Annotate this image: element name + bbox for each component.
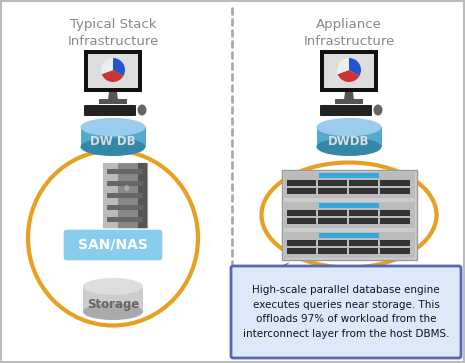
FancyBboxPatch shape [63, 229, 163, 261]
FancyBboxPatch shape [138, 163, 147, 235]
FancyBboxPatch shape [284, 172, 414, 198]
FancyBboxPatch shape [107, 181, 143, 186]
Ellipse shape [317, 118, 381, 136]
Ellipse shape [373, 105, 383, 115]
FancyBboxPatch shape [286, 180, 316, 186]
FancyBboxPatch shape [107, 193, 143, 198]
FancyBboxPatch shape [284, 232, 414, 258]
FancyBboxPatch shape [320, 105, 372, 116]
FancyBboxPatch shape [324, 54, 374, 88]
FancyBboxPatch shape [380, 218, 410, 224]
FancyBboxPatch shape [380, 188, 410, 194]
FancyBboxPatch shape [286, 240, 316, 246]
Ellipse shape [80, 118, 146, 136]
FancyBboxPatch shape [107, 169, 143, 174]
FancyBboxPatch shape [349, 218, 378, 224]
FancyBboxPatch shape [103, 163, 119, 235]
FancyBboxPatch shape [349, 188, 378, 194]
Ellipse shape [83, 278, 143, 295]
Text: SAN/NAS: SAN/NAS [78, 238, 148, 252]
FancyBboxPatch shape [103, 163, 147, 235]
FancyBboxPatch shape [318, 240, 347, 246]
FancyBboxPatch shape [349, 180, 378, 186]
FancyBboxPatch shape [286, 248, 316, 254]
FancyBboxPatch shape [284, 202, 414, 228]
FancyBboxPatch shape [380, 210, 410, 216]
Wedge shape [338, 70, 359, 82]
FancyBboxPatch shape [281, 170, 417, 260]
Ellipse shape [80, 138, 146, 156]
FancyBboxPatch shape [286, 188, 316, 194]
FancyBboxPatch shape [335, 99, 363, 104]
Polygon shape [344, 92, 354, 100]
FancyBboxPatch shape [380, 180, 410, 186]
Wedge shape [102, 70, 123, 82]
Text: Typical Stack
Infrastructure: Typical Stack Infrastructure [67, 18, 159, 48]
Polygon shape [248, 262, 290, 280]
Wedge shape [101, 58, 113, 74]
FancyBboxPatch shape [318, 188, 347, 194]
FancyBboxPatch shape [317, 127, 381, 147]
Text: High-scale parallel database engine
executes queries near storage. This
offloads: High-scale parallel database engine exec… [243, 285, 449, 339]
FancyBboxPatch shape [83, 286, 143, 311]
Ellipse shape [124, 185, 130, 191]
FancyBboxPatch shape [318, 218, 347, 224]
FancyBboxPatch shape [318, 210, 347, 216]
FancyBboxPatch shape [380, 248, 410, 254]
Ellipse shape [83, 303, 143, 320]
Polygon shape [108, 92, 118, 100]
FancyBboxPatch shape [318, 248, 347, 254]
FancyBboxPatch shape [349, 210, 378, 216]
Text: DWDB: DWDB [328, 135, 370, 148]
Ellipse shape [317, 138, 381, 156]
FancyBboxPatch shape [319, 173, 379, 178]
FancyBboxPatch shape [286, 210, 316, 216]
Wedge shape [349, 58, 361, 76]
Text: Appliance
Infrastructure: Appliance Infrastructure [303, 18, 395, 48]
FancyBboxPatch shape [380, 240, 410, 246]
FancyBboxPatch shape [318, 180, 347, 186]
Wedge shape [113, 58, 125, 76]
FancyBboxPatch shape [107, 205, 143, 210]
Ellipse shape [138, 105, 146, 115]
FancyBboxPatch shape [349, 240, 378, 246]
FancyBboxPatch shape [99, 99, 127, 104]
Wedge shape [337, 58, 349, 74]
FancyBboxPatch shape [319, 233, 379, 238]
FancyBboxPatch shape [88, 54, 138, 88]
FancyBboxPatch shape [84, 105, 136, 116]
FancyBboxPatch shape [319, 203, 379, 208]
FancyBboxPatch shape [320, 50, 378, 92]
FancyBboxPatch shape [349, 248, 378, 254]
Text: Storage: Storage [87, 298, 139, 310]
FancyBboxPatch shape [80, 127, 146, 147]
FancyBboxPatch shape [84, 50, 142, 92]
Text: DW DB: DW DB [90, 135, 136, 148]
FancyBboxPatch shape [231, 266, 461, 358]
FancyBboxPatch shape [107, 217, 143, 222]
FancyBboxPatch shape [286, 218, 316, 224]
